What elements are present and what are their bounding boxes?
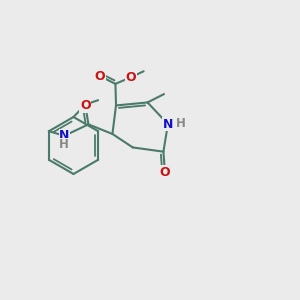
Text: O: O [94,70,105,83]
Text: O: O [80,98,91,111]
Text: O: O [80,99,91,112]
Text: H: H [59,138,69,151]
Text: H: H [176,117,186,130]
Text: N: N [59,129,70,142]
Text: N: N [163,118,173,130]
Text: O: O [160,166,170,178]
Text: O: O [126,71,136,84]
